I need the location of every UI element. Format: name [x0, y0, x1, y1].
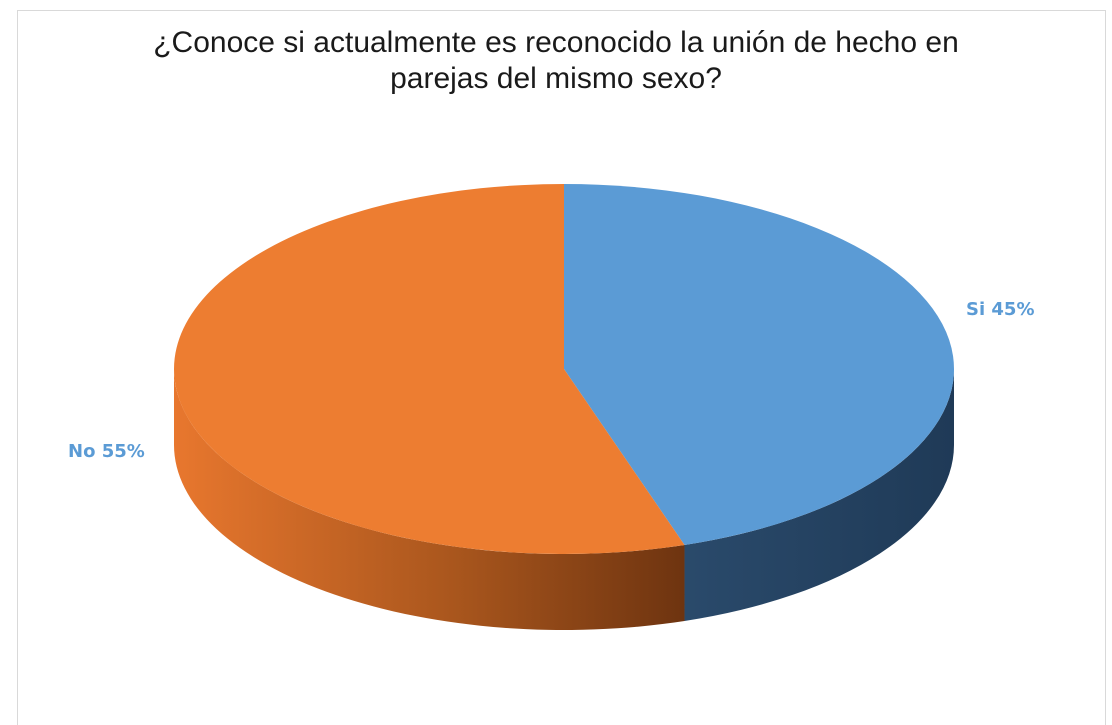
pie-slice-si	[564, 184, 954, 545]
pie-slice-no	[173, 184, 685, 554]
data-label-no: No 55%	[68, 441, 145, 462]
chart-title: ¿Conoce si actualmente es reconocido la …	[0, 25, 1112, 97]
chart-title-line-1: ¿Conoce si actualmente es reconocido la …	[153, 26, 959, 59]
data-label-si: Si 45%	[966, 299, 1034, 320]
pie-slice-side-si	[684, 369, 954, 621]
pie-slice-side-no	[174, 369, 685, 630]
pie-layer: Si 45% No 55%	[68, 184, 1034, 630]
chart-title-line-2: parejas del mismo sexo?	[390, 62, 722, 95]
